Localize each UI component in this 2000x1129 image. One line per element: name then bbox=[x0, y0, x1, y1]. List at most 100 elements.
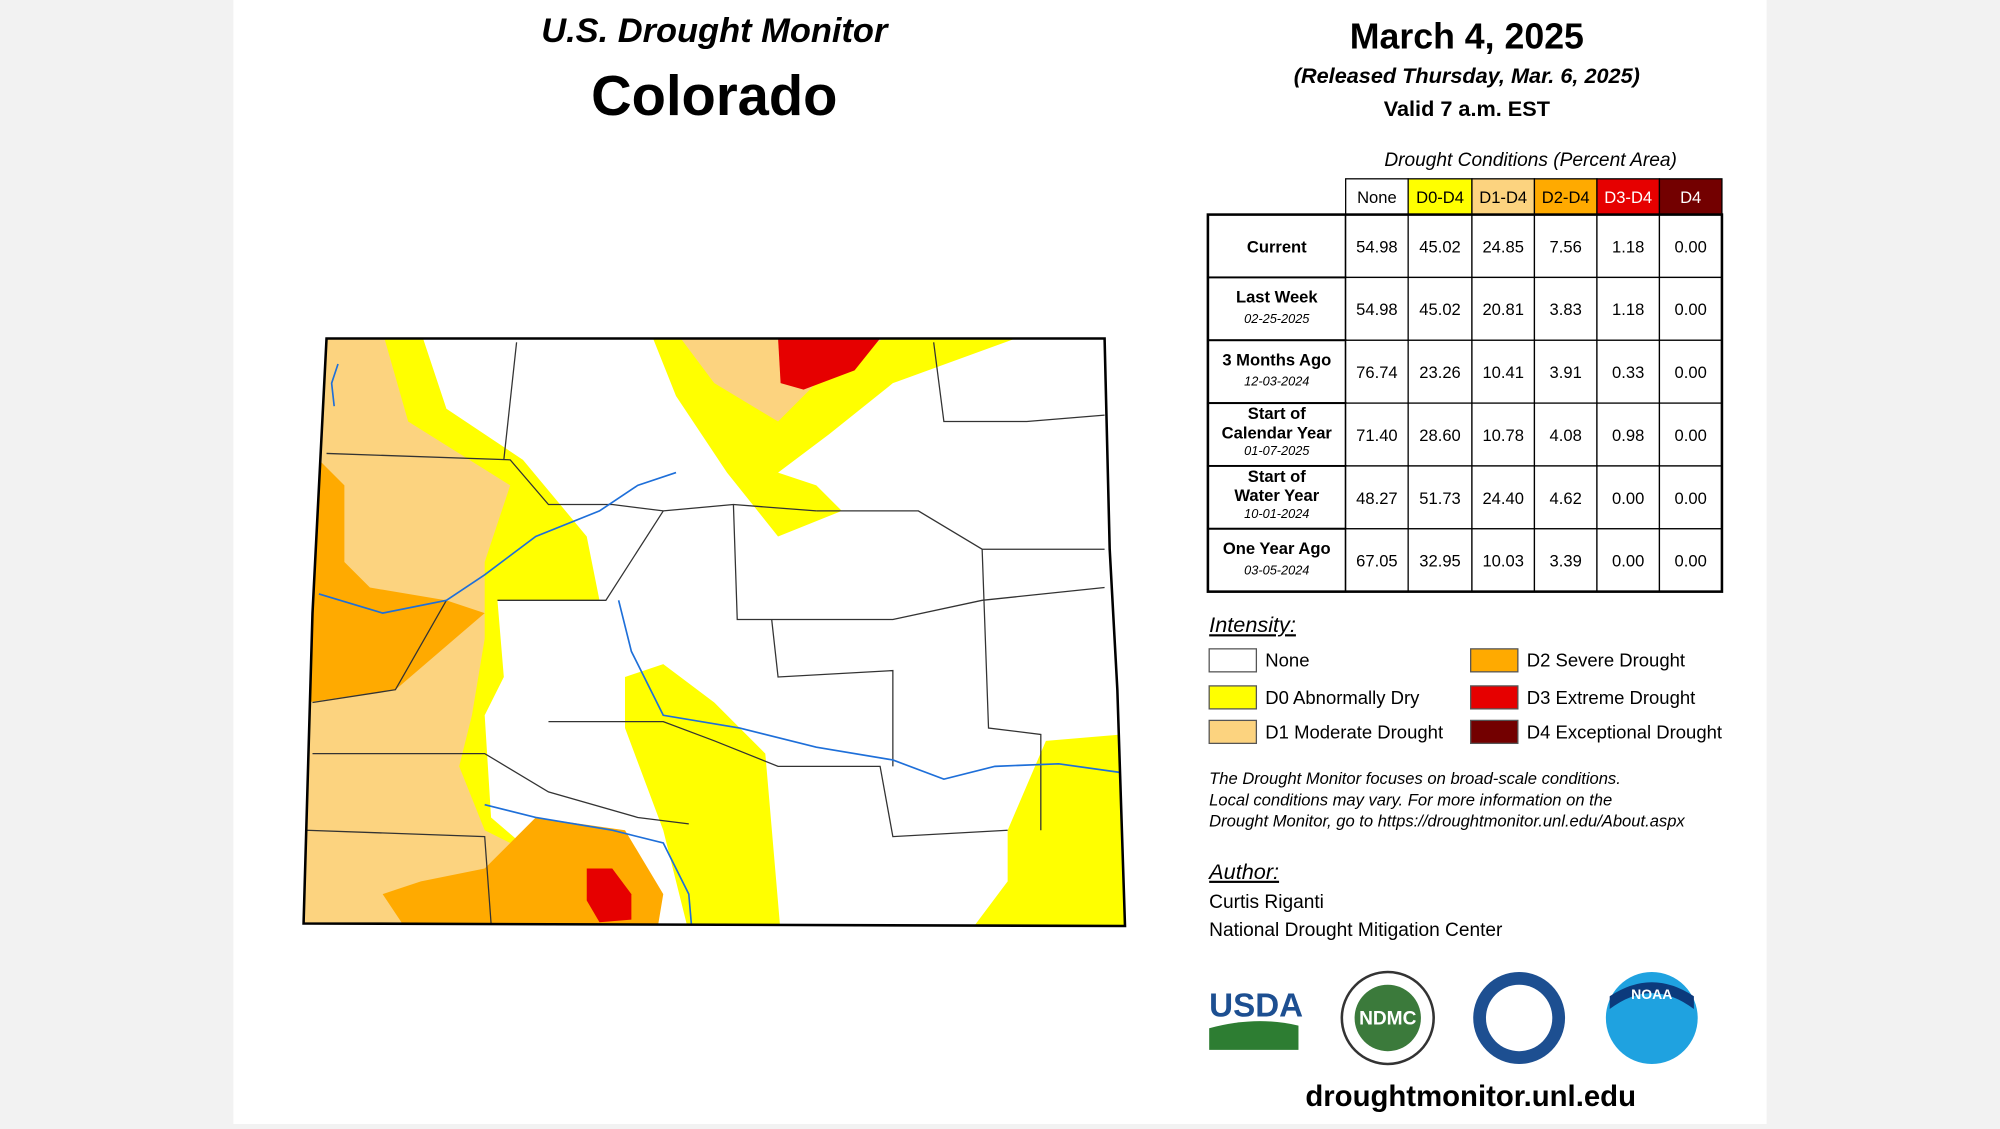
value-cell bbox=[1471, 339, 1536, 404]
row-date: 10-01-2024 bbox=[1244, 506, 1309, 521]
row-label: 3 Months Ago bbox=[1222, 350, 1331, 369]
value-cell bbox=[1345, 276, 1409, 341]
value: 10.41 bbox=[1482, 363, 1523, 382]
column-header-cell bbox=[1407, 178, 1473, 216]
ndmc-logo bbox=[1354, 984, 1421, 1052]
column-header-cell bbox=[1596, 178, 1661, 216]
value-cell bbox=[1533, 402, 1598, 467]
value-cell bbox=[1407, 276, 1473, 341]
noaa-logo-text: NOAA bbox=[1631, 986, 1672, 1002]
noaa-top bbox=[1609, 982, 1694, 1010]
value: 23.26 bbox=[1419, 363, 1460, 382]
title: U.S. Drought Monitor bbox=[541, 12, 889, 50]
legend: None D0 Abnormally Dry D1 Moderate Drought… bbox=[1208, 648, 1722, 745]
value: 0.00 bbox=[1612, 552, 1644, 571]
d3-area bbox=[778, 338, 881, 390]
legend-label: None bbox=[1265, 650, 1309, 671]
value-cell bbox=[1533, 528, 1598, 593]
column-header: None bbox=[1357, 188, 1397, 207]
table-border bbox=[1206, 213, 1724, 593]
column-header-cell bbox=[1658, 178, 1723, 216]
value: 4.62 bbox=[1550, 489, 1582, 508]
released: (Released Thursday, Mar. 6, 2025) bbox=[1294, 63, 1640, 88]
value: 0.00 bbox=[1675, 426, 1707, 445]
value: 24.40 bbox=[1482, 489, 1523, 508]
column-header: D3-D4 bbox=[1604, 188, 1652, 207]
usda-logo: USDA bbox=[1209, 988, 1303, 1025]
row-label: One Year Ago bbox=[1223, 539, 1331, 558]
value: 71.40 bbox=[1356, 426, 1397, 445]
value: 0.00 bbox=[1675, 237, 1707, 256]
legend-label: D4 Exceptional Drought bbox=[1527, 721, 1722, 742]
value: 10.78 bbox=[1482, 426, 1523, 445]
value-cell bbox=[1345, 213, 1409, 279]
d3-area bbox=[586, 868, 632, 923]
d0-area bbox=[969, 734, 1125, 927]
legend-swatch bbox=[1470, 648, 1519, 673]
author-label: Author: bbox=[1207, 859, 1279, 884]
usda-swoosh bbox=[1209, 1021, 1299, 1050]
value: 45.02 bbox=[1419, 300, 1460, 319]
row-label: Current bbox=[1247, 237, 1307, 256]
value-cell bbox=[1345, 528, 1409, 593]
author-name: Curtis Riganti bbox=[1209, 892, 1324, 913]
value-cell bbox=[1407, 402, 1473, 467]
value: 67.05 bbox=[1356, 552, 1397, 571]
value-cell bbox=[1596, 402, 1661, 467]
row-label: Start of Water Year bbox=[1234, 467, 1319, 505]
disclaimer: The Drought Monitor focuses on broad-sca… bbox=[1209, 769, 1685, 830]
value-cell bbox=[1658, 402, 1723, 467]
value: 0.00 bbox=[1675, 300, 1707, 319]
row-label-cell bbox=[1206, 527, 1347, 593]
row-date: 03-05-2024 bbox=[1244, 562, 1309, 577]
value: 32.95 bbox=[1419, 552, 1460, 571]
value: 3.39 bbox=[1550, 552, 1582, 571]
value: 0.33 bbox=[1612, 363, 1644, 382]
logos: USDA NDMC NOAA bbox=[1209, 970, 1698, 1066]
value: 54.98 bbox=[1356, 237, 1397, 256]
value: 7.56 bbox=[1550, 237, 1582, 256]
value: 0.98 bbox=[1612, 426, 1644, 445]
rivers bbox=[318, 363, 1123, 924]
row-date: 12-03-2024 bbox=[1244, 374, 1309, 389]
county-lines bbox=[306, 342, 1105, 924]
value-cell bbox=[1596, 276, 1661, 341]
column-header: D1-D4 bbox=[1479, 188, 1527, 207]
disclaimer-line: Drought Monitor, go to https://droughtmo… bbox=[1209, 811, 1685, 830]
value-cell bbox=[1596, 528, 1661, 593]
column-header: D4 bbox=[1680, 188, 1701, 207]
value: 10.03 bbox=[1482, 552, 1523, 571]
value: 0.00 bbox=[1675, 552, 1707, 571]
value: 0.00 bbox=[1612, 489, 1644, 508]
value: 48.27 bbox=[1356, 489, 1397, 508]
author-org: National Drought Mitigation Center bbox=[1209, 920, 1503, 941]
map bbox=[302, 337, 1127, 928]
value-cell bbox=[1533, 213, 1598, 279]
column-header: D2-D4 bbox=[1542, 188, 1590, 207]
row-date: 01-07-2025 bbox=[1244, 443, 1310, 458]
date: March 4, 2025 bbox=[1350, 17, 1584, 57]
legend-label: D2 Severe Drought bbox=[1527, 650, 1685, 671]
column-header-cell bbox=[1471, 178, 1536, 216]
value: 28.60 bbox=[1419, 426, 1460, 445]
column-header: D0-D4 bbox=[1416, 188, 1464, 207]
legend-swatch bbox=[1470, 685, 1519, 710]
legend-swatch bbox=[1208, 648, 1258, 673]
valid: Valid 7 a.m. EST bbox=[1384, 96, 1551, 121]
value-cell bbox=[1407, 339, 1473, 404]
value-cell bbox=[1596, 213, 1661, 279]
row-date: 02-25-2025 bbox=[1244, 311, 1310, 326]
legend-swatch bbox=[1208, 685, 1258, 710]
value: 54.98 bbox=[1356, 300, 1397, 319]
legend-label: D3 Extreme Drought bbox=[1527, 687, 1696, 708]
value: 3.91 bbox=[1550, 363, 1582, 382]
value-cell bbox=[1533, 276, 1598, 341]
value: 4.08 bbox=[1550, 426, 1582, 445]
value: 45.02 bbox=[1419, 237, 1460, 256]
legend-title: Intensity: bbox=[1209, 612, 1296, 637]
value: 24.85 bbox=[1482, 237, 1523, 256]
value-cell bbox=[1471, 276, 1536, 341]
column-header-cell bbox=[1345, 178, 1409, 216]
value: 20.81 bbox=[1482, 300, 1523, 319]
